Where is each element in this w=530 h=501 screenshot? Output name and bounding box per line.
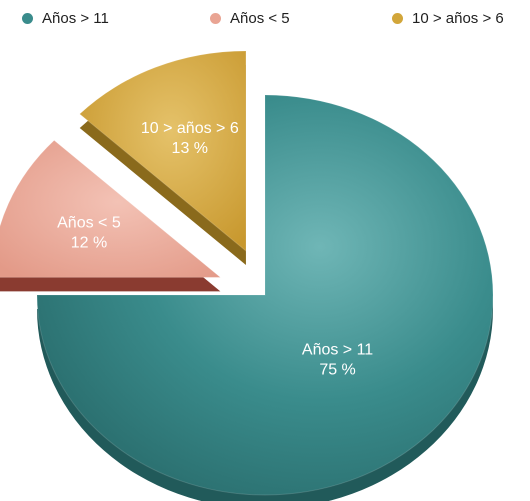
legend-label: 10 > años > 6 bbox=[412, 10, 504, 27]
slice-label-2: 10 > años > 6 bbox=[141, 120, 239, 137]
legend: Años > 11 Años < 5 10 > años > 6 bbox=[0, 10, 530, 36]
pie-slice-1 bbox=[0, 139, 222, 278]
slice-value-label-1: 12 % bbox=[71, 235, 107, 252]
slice-value-label-2: 13 % bbox=[172, 140, 208, 157]
legend-swatch-salmon bbox=[210, 13, 221, 24]
pie-slice-2 bbox=[78, 50, 247, 253]
legend-label: Años < 5 bbox=[230, 10, 290, 27]
legend-label: Años > 11 bbox=[42, 10, 109, 27]
slice-value-label-0: 75 % bbox=[319, 362, 355, 379]
legend-item-anos-mayor-11: Años > 11 bbox=[22, 10, 109, 27]
legend-item-anos-menor-5: Años < 5 bbox=[210, 10, 290, 27]
legend-item-anos-10-6: 10 > años > 6 bbox=[392, 10, 504, 27]
pie-slice-0 bbox=[36, 94, 494, 496]
legend-swatch-gold bbox=[392, 13, 403, 24]
slice-label-1: Años < 5 bbox=[57, 215, 121, 232]
slice-label-0: Años > 11 bbox=[302, 342, 373, 359]
legend-swatch-teal bbox=[22, 13, 33, 24]
